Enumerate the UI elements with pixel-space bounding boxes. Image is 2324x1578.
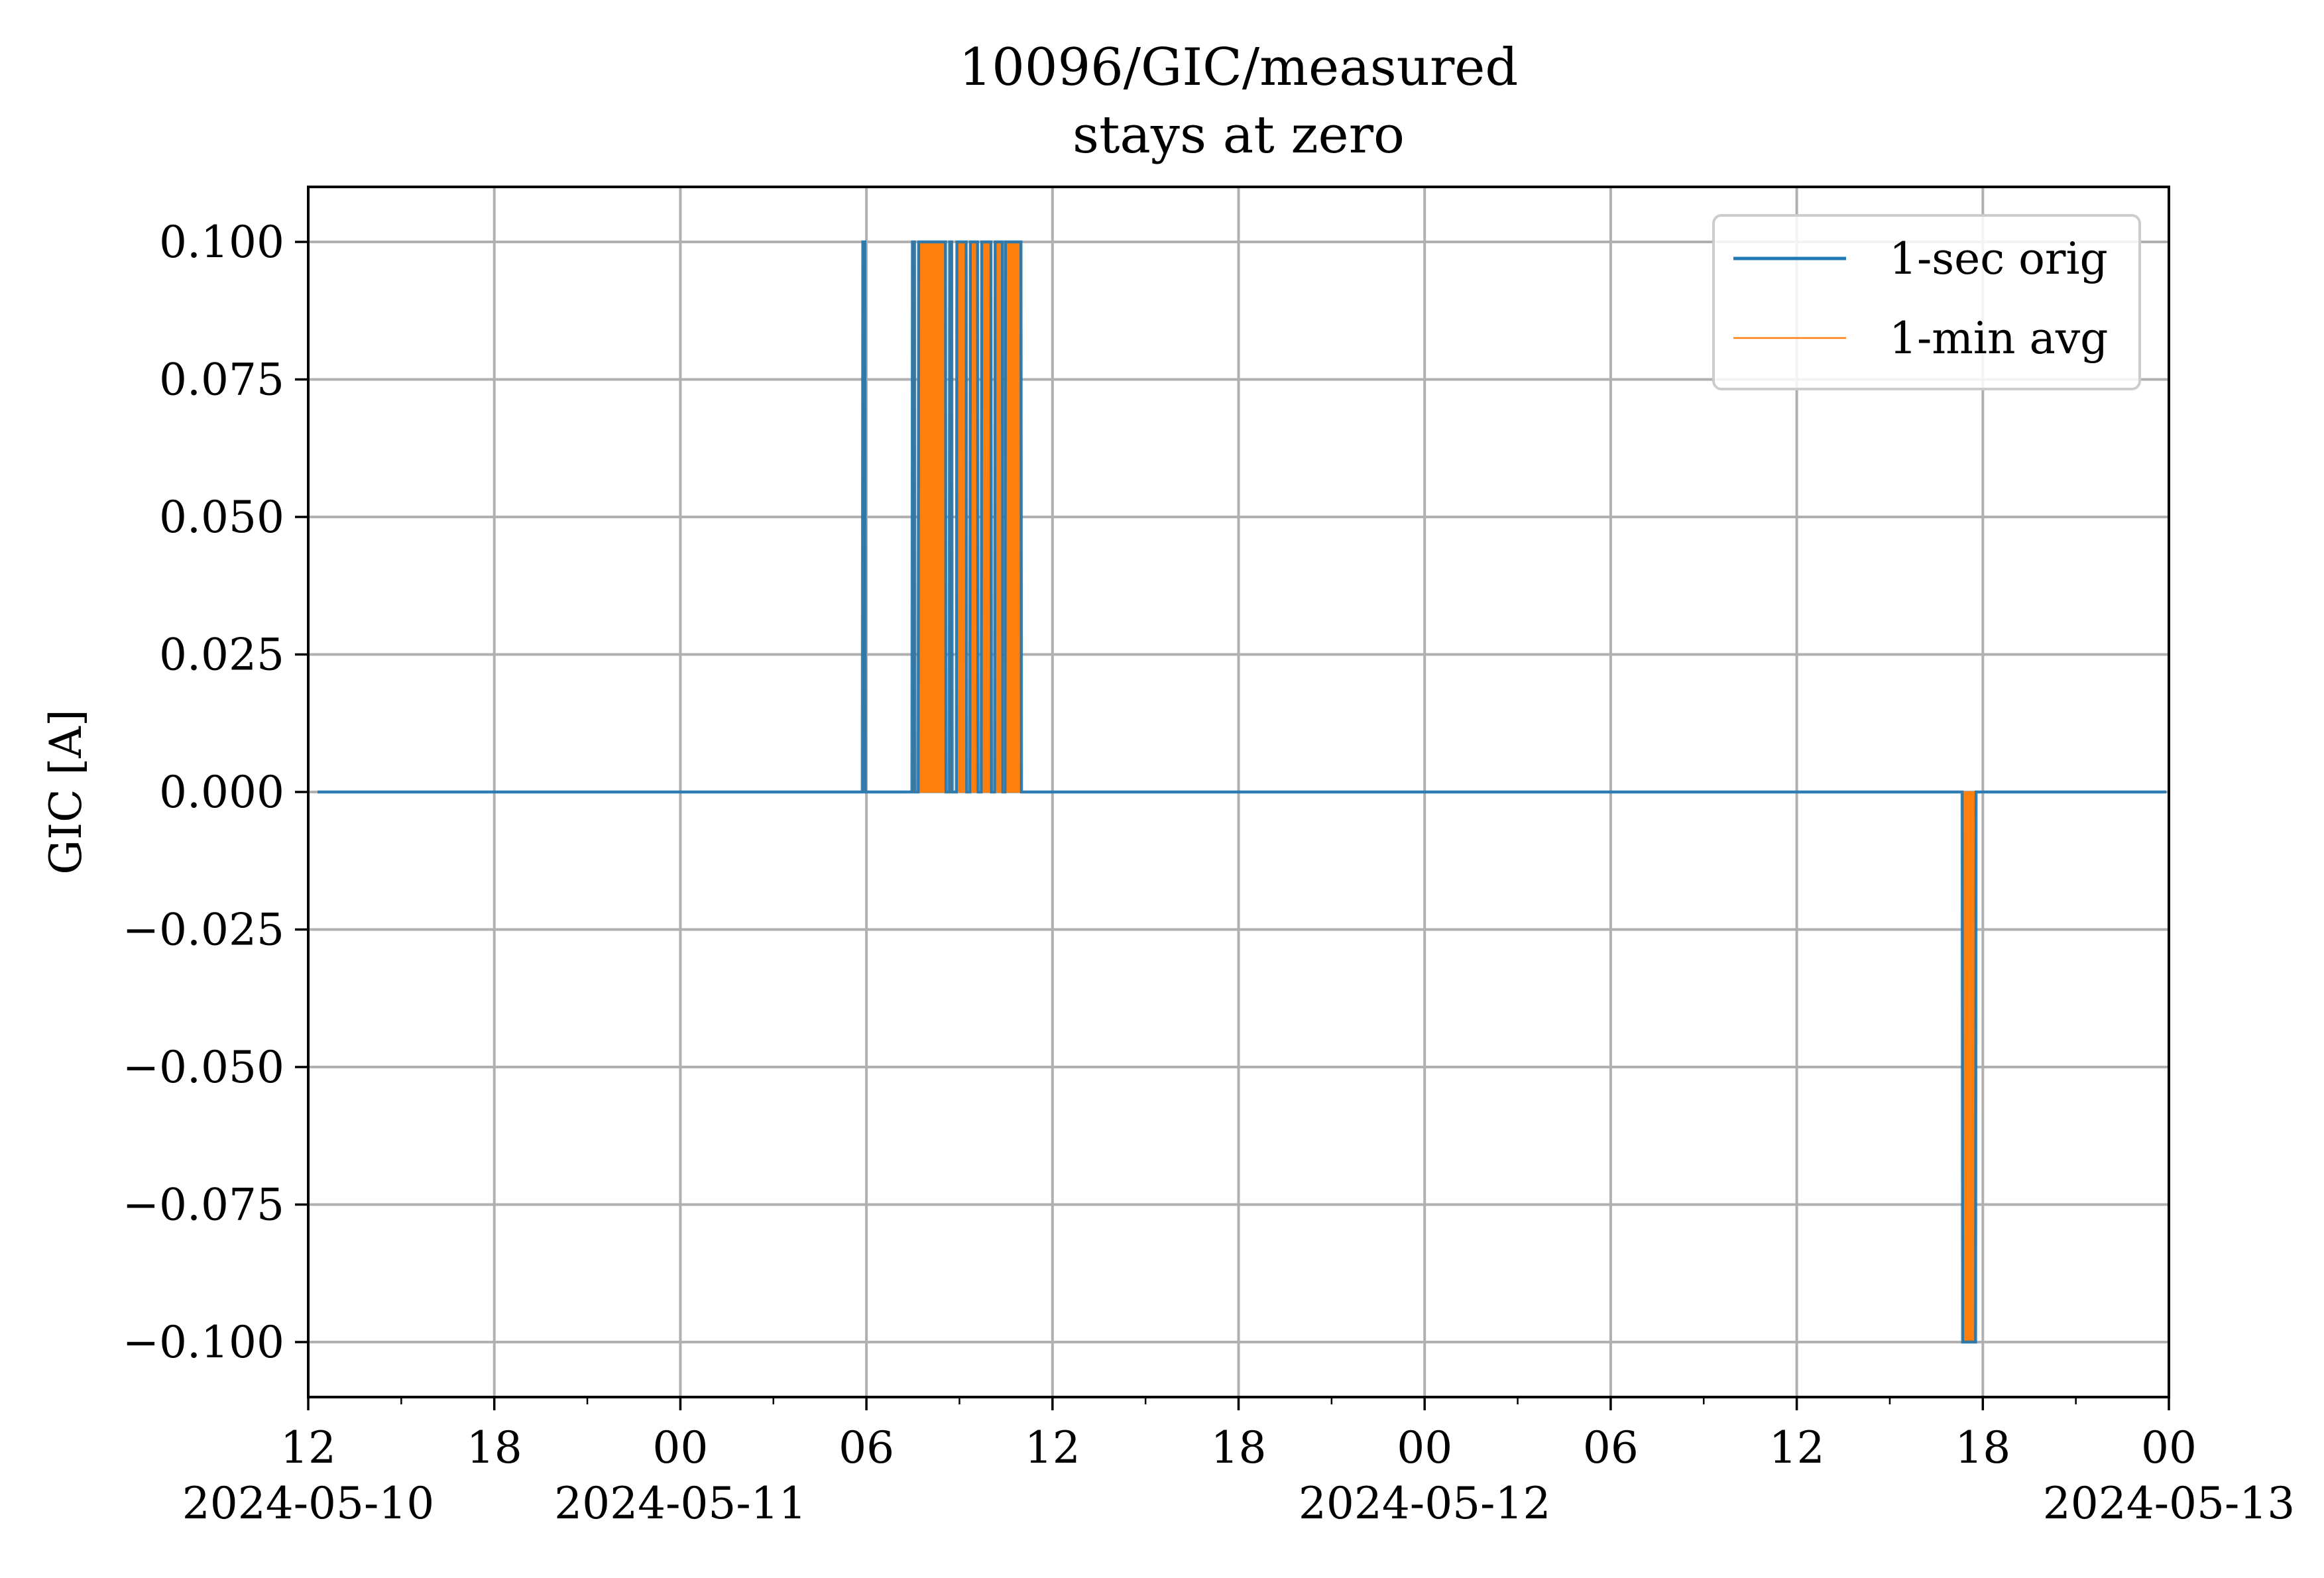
y-tick-label: −0.025 [123,905,284,956]
avg-block [1961,791,1977,1343]
y-tick-label: −0.050 [123,1042,284,1093]
avg-block [917,241,947,793]
y-tick-label: 0.100 [159,217,284,268]
chart-subtitle: stays at zero [1073,105,1405,165]
x-tick-label: 06 [839,1422,894,1473]
x-tick-label: 00 [2141,1422,2197,1473]
x-tick-label: 18 [467,1422,522,1473]
x-tick-label: 18 [1211,1422,1267,1473]
x-tick-date-label: 2024-05-10 [182,1478,435,1529]
y-tick-label: −0.075 [123,1180,284,1231]
series-line-1-sec-orig [318,240,2167,1344]
x-tick-label: 00 [1397,1422,1452,1473]
series-layer [318,240,2167,1344]
x-tick-label: 00 [652,1422,708,1473]
y-tick-label: 0.025 [159,630,284,681]
legend-label: 1-sec orig [1889,233,2108,284]
avg-block [1004,241,1022,793]
x-tick-date-label: 2024-05-11 [554,1478,807,1529]
x-tick-label: 12 [1769,1422,1825,1473]
y-tick-label: 0.000 [159,767,284,818]
y-tick-label: 0.075 [159,355,284,406]
x-tick-label: 12 [280,1422,336,1473]
y-tick-label: −0.100 [123,1317,284,1368]
x-tick-label: 06 [1583,1422,1639,1473]
chart-title: 10096/GIC/measured [959,38,1519,97]
x-tick-label: 18 [1955,1422,2010,1473]
legend: 1-sec orig 1-min avg [1712,214,2141,390]
x-tick-label: 12 [1025,1422,1080,1473]
y-tick-label: 0.050 [159,492,284,543]
y-axis-label: GIC [A] [40,709,91,874]
legend-label: 1-min avg [1889,313,2108,364]
x-tick-date-label: 2024-05-13 [2043,1478,2295,1529]
x-tick-date-label: 2024-05-12 [1299,1478,1551,1529]
